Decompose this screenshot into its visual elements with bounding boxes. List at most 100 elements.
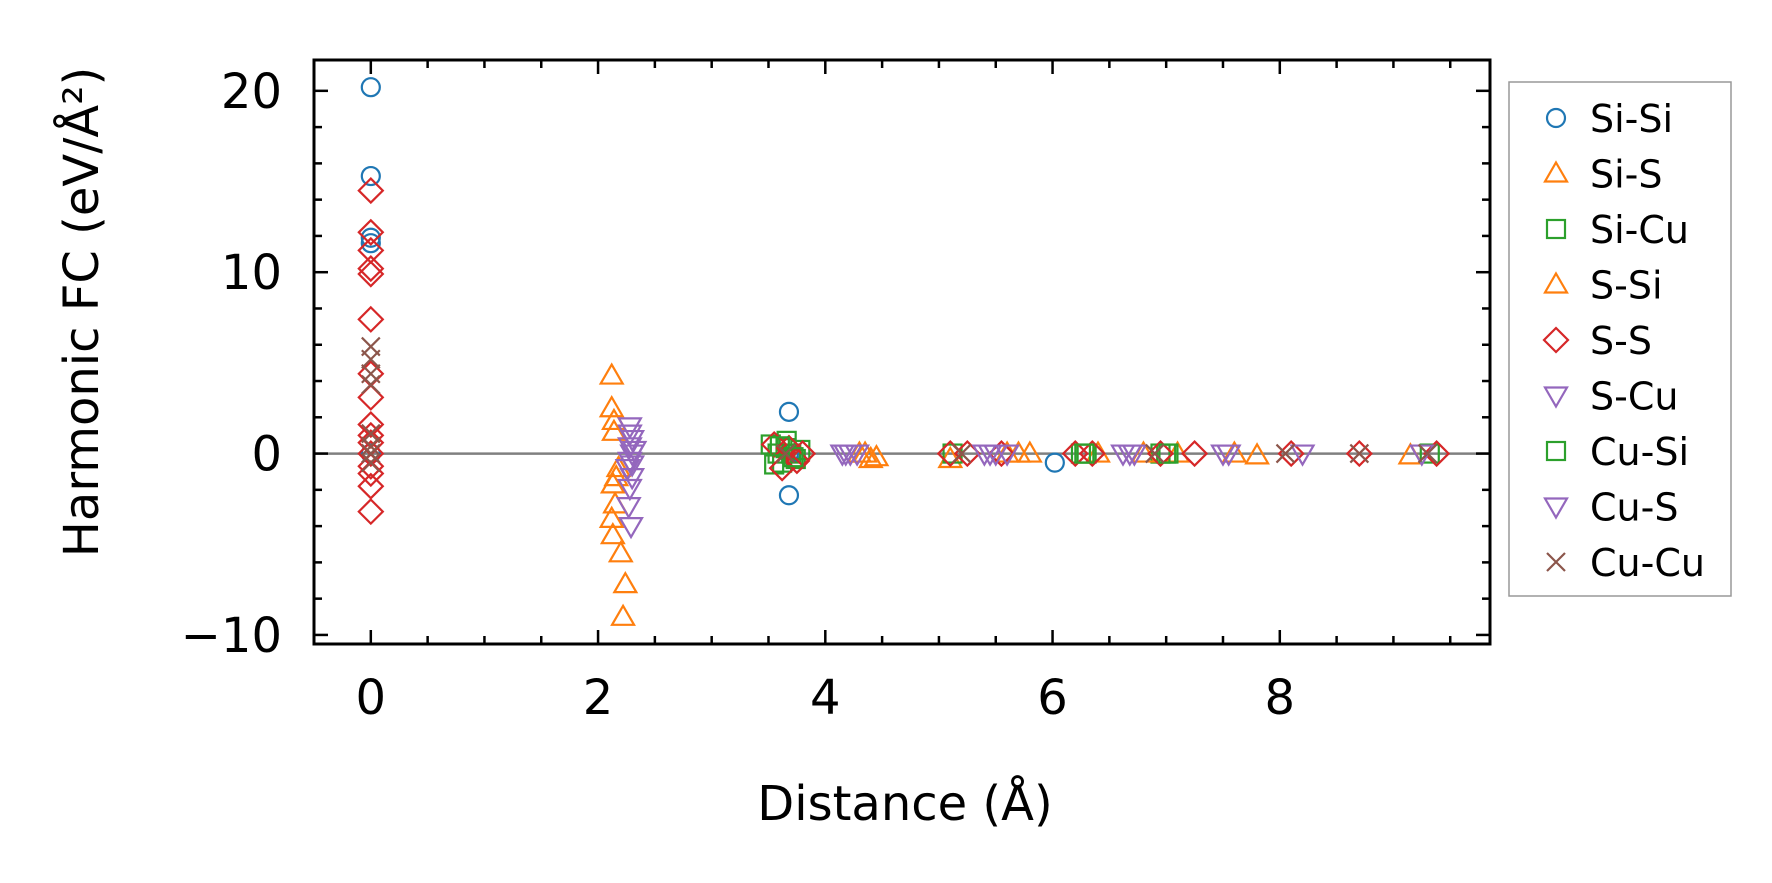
legend-label: S-Cu	[1590, 375, 1678, 419]
x-tick-label: 6	[1037, 670, 1068, 726]
legend-label: Si-Si	[1590, 97, 1673, 141]
data-point	[768, 454, 796, 482]
legend-marker	[1545, 440, 1567, 462]
data-point	[1074, 443, 1095, 464]
data-point	[360, 233, 381, 254]
legend-marker	[1543, 497, 1569, 520]
data-point	[857, 445, 884, 469]
data-point	[357, 260, 385, 288]
data-point	[361, 363, 381, 384]
y-tick-label: 0	[251, 427, 282, 483]
series-cu-si	[769, 436, 1179, 468]
series-s-s	[357, 177, 1451, 526]
series-si-s	[598, 362, 1424, 626]
data-points	[357, 77, 1451, 626]
plot-frame	[312, 58, 1492, 646]
data-point	[951, 443, 972, 464]
data-point	[1145, 443, 1165, 464]
y-axis-label: Harmonic FC (eV/Å²)	[53, 67, 110, 557]
data-point	[361, 374, 381, 395]
series-s-cu	[614, 417, 1435, 540]
data-point	[1121, 444, 1148, 467]
data-point	[360, 165, 381, 187]
legend-marker	[1543, 386, 1569, 409]
data-point	[994, 444, 1021, 467]
series-si-si	[360, 77, 1065, 506]
data-point	[605, 454, 632, 478]
data-point	[357, 383, 385, 411]
data-point	[1345, 440, 1373, 468]
data-point	[619, 429, 646, 453]
data-point	[1221, 440, 1248, 463]
data-point	[769, 436, 790, 457]
data-point	[602, 491, 629, 514]
data-point	[357, 177, 385, 205]
data-point	[357, 218, 385, 246]
series-cu-cu	[361, 336, 1438, 473]
data-point	[863, 443, 890, 467]
data-point	[616, 478, 643, 502]
legend-label: Cu-Cu	[1590, 541, 1705, 585]
data-point	[621, 440, 648, 464]
x-tick-label: 0	[356, 670, 387, 726]
data-point	[360, 77, 381, 98]
y-tick-label: 20	[221, 64, 282, 120]
data-point	[1158, 443, 1179, 464]
data-point	[616, 417, 643, 440]
legend-marker	[1543, 271, 1569, 294]
data-point	[1417, 443, 1438, 464]
data-point	[610, 603, 636, 626]
data-point	[1044, 452, 1065, 473]
legend-label: Si-Cu	[1590, 208, 1689, 252]
data-point	[1275, 443, 1296, 464]
data-point	[616, 437, 643, 460]
data-point	[598, 395, 625, 418]
data-point	[1289, 444, 1316, 467]
data-point	[599, 471, 626, 494]
y-tick-label: 10	[221, 245, 282, 301]
data-point	[612, 570, 639, 594]
data-point	[361, 452, 381, 473]
data-point	[598, 362, 625, 385]
data-point	[778, 401, 800, 422]
data-point	[357, 305, 385, 333]
data-point	[599, 521, 626, 545]
data-point	[357, 255, 385, 283]
x-tick-label: 4	[810, 670, 841, 726]
data-point	[619, 455, 646, 478]
data-point	[1244, 442, 1270, 465]
legend-label: Si-S	[1590, 153, 1663, 197]
data-point	[1016, 440, 1043, 463]
axis-ticks	[312, 60, 1490, 644]
data-point	[360, 227, 381, 248]
legend-label: Cu-Si	[1590, 430, 1689, 474]
data-point	[619, 468, 646, 491]
data-point	[1181, 440, 1209, 468]
data-point	[1146, 440, 1175, 468]
data-point	[760, 430, 788, 459]
data-point	[790, 439, 811, 461]
data-point	[357, 410, 385, 439]
data-point	[832, 444, 859, 467]
data-point	[361, 436, 381, 457]
legend-label: S-Si	[1590, 264, 1663, 308]
x-axis-label: Distance (Å)	[757, 775, 1052, 832]
legend-marker	[1546, 552, 1566, 572]
legend-marker	[1542, 326, 1570, 354]
data-point	[775, 443, 796, 464]
data-point	[778, 485, 800, 506]
data-point	[357, 498, 385, 526]
data-point	[615, 497, 642, 520]
legend: Si-Si Si-S Si-Cu S-Si S-S S-Cu Cu-Si Cu-S Cu-Cu	[1508, 81, 1732, 597]
y-tick-label: −10	[181, 608, 282, 664]
data-point	[783, 447, 804, 468]
data-point	[775, 434, 803, 462]
data-point	[1423, 440, 1451, 468]
data-point	[361, 349, 381, 370]
legend-marker	[1545, 218, 1567, 240]
data-point	[1349, 443, 1370, 464]
tick-labels: 0 2 4 6 8 −10 0 10 20	[181, 64, 1295, 726]
legend-label: S-S	[1590, 319, 1652, 363]
x-tick-label: 8	[1265, 670, 1296, 726]
data-point	[607, 540, 634, 563]
